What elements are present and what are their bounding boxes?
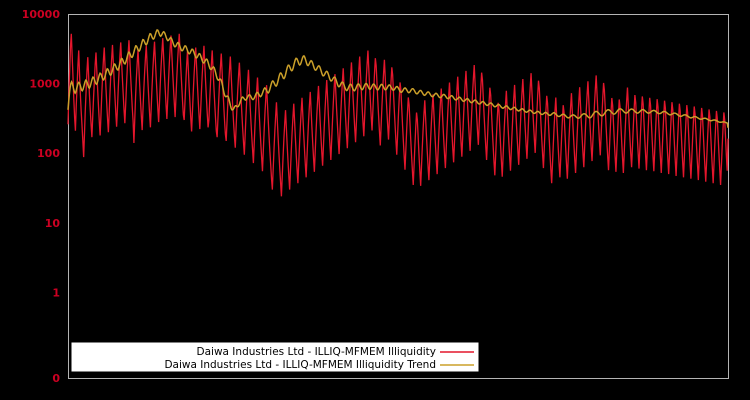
y-tick-10000: 10000 <box>22 8 61 21</box>
series-line-illiquidity-trend <box>67 29 729 128</box>
series-group <box>67 29 729 197</box>
plot-area-frame <box>68 14 729 379</box>
y-tick-0: 0 <box>52 372 60 385</box>
y-tick-1000: 1000 <box>29 78 60 91</box>
y-tick-10: 10 <box>45 217 61 230</box>
legend-label-0: Daiwa Industries Ltd - ILLIQ-MFMEM Illiq… <box>197 346 436 358</box>
series-line-illiquidity <box>67 33 729 197</box>
y-tick-1: 1 <box>52 286 60 299</box>
y-tick-100: 100 <box>37 147 60 160</box>
chart-legend[interactable]: Daiwa Industries Ltd - ILLIQ-MFMEM Illiq… <box>71 342 479 372</box>
legend-label-1: Daiwa Industries Ltd - ILLIQ-MFMEM Illiq… <box>164 359 436 371</box>
legend-background <box>71 342 479 372</box>
